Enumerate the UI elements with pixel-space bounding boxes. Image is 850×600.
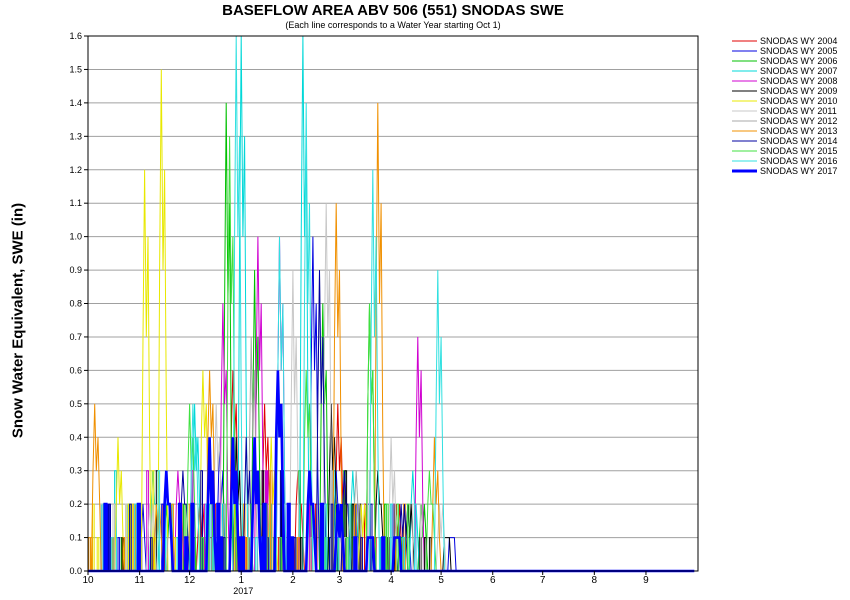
legend-label-10: SNODAS WY 2014	[760, 136, 837, 146]
y-tick-label-4: 0.4	[69, 432, 82, 442]
x-tick-label-0: 10	[82, 575, 94, 586]
legend-label-12: SNODAS WY 2016	[760, 156, 837, 166]
legend-label-7: SNODAS WY 2011	[760, 106, 837, 116]
legend-label-2: SNODAS WY 2006	[760, 56, 837, 66]
x-tick-label-6: 4	[388, 575, 394, 586]
x-tick-label-10: 8	[592, 575, 598, 586]
x-year-label: 2017	[233, 586, 253, 596]
x-tick-label-8: 6	[490, 575, 496, 586]
y-tick-label-8: 0.8	[69, 299, 82, 309]
y-tick-label-9: 0.9	[69, 265, 82, 275]
y-tick-label-2: 0.2	[69, 499, 82, 509]
axis-ticks: 0.0 0.1 0.2 0.3 0.4 0.5 0.6 0.7 0.8 0.9 1.0 1.1 1.2 1…	[69, 31, 649, 596]
x-tick-label-1: 11	[134, 575, 145, 586]
legend-label-11: SNODAS WY 2015	[760, 146, 837, 156]
y-tick-label-13: 1.3	[69, 131, 82, 141]
legend-label-0: SNODAS WY 2004	[760, 36, 837, 46]
y-tick-label-11: 1.1	[69, 198, 82, 208]
legend-label-3: SNODAS WY 2007	[760, 66, 837, 76]
y-tick-label-3: 0.3	[69, 466, 82, 476]
y-tick-label-7: 0.7	[69, 332, 82, 342]
legend-label-9: SNODAS WY 2013	[760, 126, 837, 136]
y-tick-label-6: 0.6	[69, 365, 82, 375]
x-tick-label-11: 9	[643, 575, 649, 586]
grid-lines	[88, 35, 698, 572]
x-tick-label-5: 3	[337, 575, 343, 586]
chart-subtitle: (Each line corresponds to a Water Year s…	[285, 20, 501, 30]
legend-label-8: SNODAS WY 2012	[760, 116, 837, 126]
legend-label-13: SNODAS WY 2017	[760, 166, 837, 176]
chart-title: BASEFLOW AREA ABV 506 (551) SNODAS SWE	[222, 2, 564, 19]
x-tick-label-3: 1	[238, 575, 244, 586]
y-tick-label-10: 1.0	[69, 232, 82, 242]
x-tick-label-9: 7	[540, 575, 546, 586]
legend-label-1: SNODAS WY 2005	[760, 46, 837, 56]
y-tick-label-14: 1.4	[69, 98, 82, 108]
y-tick-label-15: 1.5	[69, 64, 82, 74]
y-tick-label-5: 0.5	[69, 399, 82, 409]
series-line-snodas-wy-2014	[88, 270, 695, 572]
x-tick-label-2: 12	[184, 575, 196, 586]
y-tick-label-16: 1.6	[69, 31, 82, 41]
legend-label-4: SNODAS WY 2008	[760, 76, 837, 86]
y-tick-label-0: 0.0	[69, 566, 82, 576]
y-tick-label-1: 0.1	[69, 533, 82, 543]
x-tick-label-4: 2	[290, 575, 296, 586]
y-tick-label-12: 1.2	[69, 165, 82, 175]
legend-label-5: SNODAS WY 2009	[760, 86, 837, 96]
x-tick-label-7: 5	[438, 575, 444, 586]
legend-label-6: SNODAS WY 2010	[760, 96, 837, 106]
